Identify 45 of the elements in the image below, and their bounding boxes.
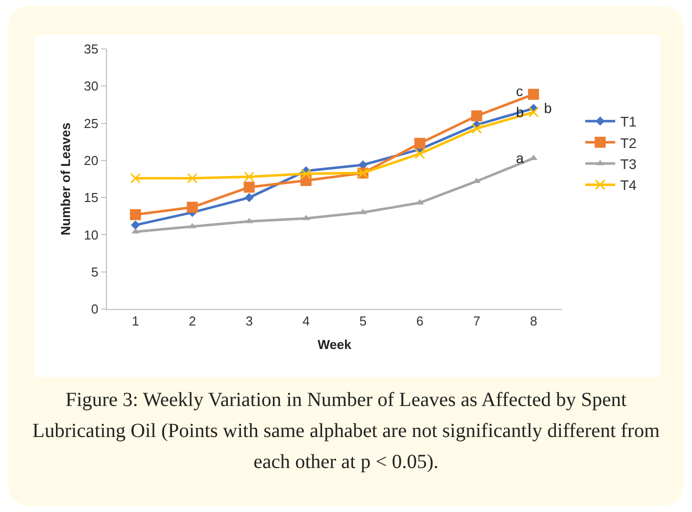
x-tick-label: 8 — [530, 314, 538, 329]
x-tick-label: 3 — [246, 314, 253, 329]
point — [528, 88, 540, 100]
x-tick-label: 2 — [188, 314, 196, 329]
point — [130, 209, 141, 220]
point — [471, 110, 482, 122]
point — [186, 202, 198, 213]
annotation: c — [516, 83, 523, 99]
y-tick-label: 10 — [84, 227, 98, 242]
y-axis-title: Number of Leaves — [58, 122, 73, 236]
point — [244, 172, 254, 182]
point — [471, 123, 482, 134]
point — [244, 193, 254, 202]
point — [302, 214, 310, 220]
point — [244, 182, 255, 193]
y-tick-label: 5 — [91, 264, 98, 280]
point — [245, 218, 254, 224]
x-tick-label: 4 — [302, 314, 310, 329]
legend-label: T3 — [620, 156, 637, 172]
legend-label: T1 — [620, 114, 637, 130]
annotation: b — [516, 104, 524, 120]
y-tick-label: 35 — [84, 42, 98, 57]
y-tick-label: 15 — [84, 190, 98, 206]
annotation: b — [544, 100, 552, 116]
point — [414, 138, 426, 149]
y-tick-label: 30 — [84, 78, 98, 94]
point — [528, 106, 539, 118]
annotation: a — [516, 150, 524, 166]
point — [414, 148, 426, 159]
point — [130, 220, 140, 230]
legend-label: T4 — [620, 177, 637, 194]
point — [187, 173, 198, 184]
y-tick-label: 0 — [91, 302, 98, 317]
x-tick-label: 7 — [473, 314, 480, 329]
x-tick-label: 6 — [416, 314, 424, 329]
x-tick-label: 1 — [132, 314, 140, 329]
point — [300, 168, 312, 180]
x-axis-title: Week — [318, 337, 352, 352]
caption: Figure 3: Weekly Variation in Number of Leaves as Affected by Spent Lubricating Oil (Points with same alphabet are not significantly different from each other at p < 0.05). — [31, 388, 661, 475]
legend-label: T2 — [620, 134, 637, 151]
y-tick-label: 20 — [84, 152, 98, 168]
y-tick-label: 25 — [84, 116, 98, 131]
x-tick-label: 5 — [359, 314, 367, 329]
point — [130, 173, 141, 184]
point — [358, 208, 367, 214]
